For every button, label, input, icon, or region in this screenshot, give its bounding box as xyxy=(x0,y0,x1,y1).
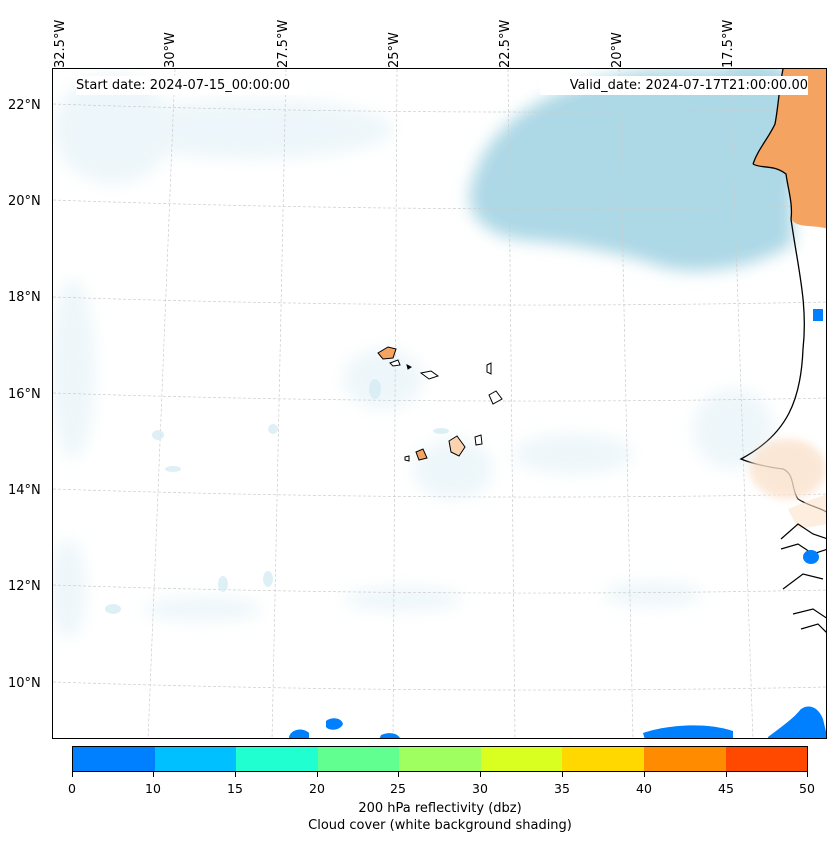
lon-label-32-5w: 32.5°W xyxy=(53,19,68,68)
africa-coastline[interactable] xyxy=(739,69,827,634)
colorbar-segment-15-20 xyxy=(236,747,318,771)
colorbar-tick-15: 15 xyxy=(227,781,243,796)
lat-label-12n: 12°N xyxy=(8,579,41,594)
tickmark xyxy=(644,772,645,777)
cloud-cover-light xyxy=(53,74,773,639)
lon-label-30w: 30°W xyxy=(163,32,178,68)
colorbar-tick-10: 10 xyxy=(145,781,161,796)
tickmark xyxy=(72,772,73,777)
lat-label-14n: 14°N xyxy=(8,483,41,498)
colorbar-tick-20: 20 xyxy=(309,781,325,796)
lat-label-22n: 22°N xyxy=(8,98,41,113)
lon-label-22-5w: 22.5°W xyxy=(498,19,513,68)
colorbar-segment-30-35 xyxy=(480,747,563,771)
lon-label-17-5w: 17.5°W xyxy=(721,19,736,68)
colorbar-tick-30: 30 xyxy=(472,781,488,796)
tickmark xyxy=(480,772,481,777)
colorbar xyxy=(72,746,808,772)
reflectivity-cells[interactable] xyxy=(289,706,827,739)
colorbar-segment-40-45 xyxy=(643,747,726,771)
tickmark xyxy=(398,772,399,777)
colorbar-tick-0: 0 xyxy=(68,781,76,796)
colorbar-tick-35: 35 xyxy=(554,781,570,796)
colorbar-tick-45: 45 xyxy=(718,781,734,796)
start-date-label: Start date: 2024-07-15_00:00:00 xyxy=(76,76,306,95)
cape-verde-islands[interactable] xyxy=(377,346,503,462)
tickmark xyxy=(153,772,154,777)
map-panel[interactable] xyxy=(52,68,827,739)
colorbar-tick-25: 25 xyxy=(390,781,406,796)
lat-label-18n: 18°N xyxy=(8,290,41,305)
cloud-cover-band[interactable] xyxy=(469,69,813,272)
tickmark xyxy=(562,772,563,777)
colorbar-segment-35-40 xyxy=(562,747,644,771)
lat-label-20n: 20°N xyxy=(8,194,41,209)
tickmark xyxy=(807,772,808,777)
graticule xyxy=(53,69,826,738)
cloud-wisps xyxy=(105,379,449,614)
colorbar-tick-40: 40 xyxy=(636,781,652,796)
colorbar-segment-0-10 xyxy=(73,747,155,771)
colorbar-segment-45-50 xyxy=(725,747,808,771)
lon-label-25w: 25°W xyxy=(387,32,402,68)
lat-label-16n: 16°N xyxy=(8,387,41,402)
tickmark xyxy=(317,772,318,777)
lon-label-27-5w: 27.5°W xyxy=(276,19,291,68)
lon-label-20w: 20°W xyxy=(610,32,625,68)
colorbar-sublabel: Cloud cover (white background shading) xyxy=(308,818,572,833)
colorbar-segment-10-15 xyxy=(154,747,237,771)
colorbar-segment-20-25 xyxy=(317,747,400,771)
valid-date-label: Valid_date: 2024-07-17T21:00:00.00 xyxy=(540,76,808,95)
tickmark xyxy=(726,772,727,777)
colorbar-segment-25-30 xyxy=(399,747,481,771)
colorbar-label: 200 hPa reflectivity (dbz) xyxy=(358,801,522,816)
colorbar-tick-50: 50 xyxy=(799,781,815,796)
lat-label-10n: 10°N xyxy=(8,676,41,691)
tickmark xyxy=(235,772,236,777)
map-canvas xyxy=(53,69,827,739)
